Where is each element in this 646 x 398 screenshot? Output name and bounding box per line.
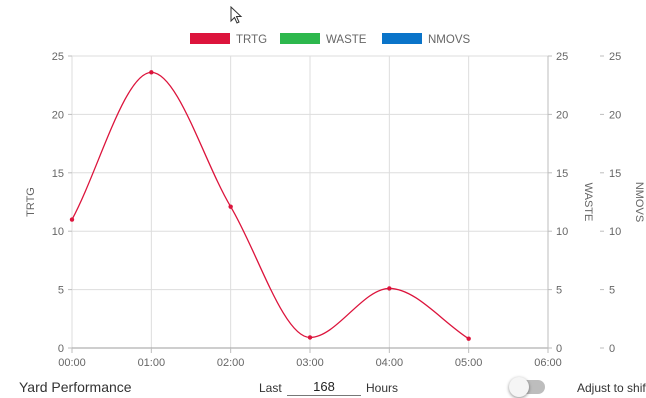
legend-label[interactable]: TRTG xyxy=(236,34,267,46)
chart-axes: 00:00 01:00 02:00 03:00 04:00 05:00 06:00 0 5 10 1… xyxy=(25,51,645,369)
chart-footer: Yard Performance Last Hours Adjust to sh… xyxy=(0,372,646,398)
x-tick-label: 06:00 xyxy=(534,357,562,369)
legend-label[interactable]: NMOVS xyxy=(428,34,471,46)
legend-swatch[interactable] xyxy=(190,33,230,44)
y-left-tick-label: 25 xyxy=(52,51,64,63)
data-point[interactable] xyxy=(149,70,154,75)
toggle-knob[interactable] xyxy=(509,377,529,397)
y-right1-tick-label: 0 xyxy=(556,343,562,355)
y-left-tick-label: 15 xyxy=(52,168,64,180)
y-left-tick-label: 20 xyxy=(52,109,64,121)
chart-title: Yard Performance xyxy=(19,379,132,395)
y-right2-tick-label: 10 xyxy=(609,226,621,238)
y-left-tick-label: 5 xyxy=(58,285,64,297)
last-label: Last xyxy=(259,381,282,395)
y-right1-tick-label: 10 xyxy=(556,226,568,238)
y-left-tick-label: 0 xyxy=(58,343,64,355)
x-tick-label: 05:00 xyxy=(455,357,483,369)
legend-swatch[interactable] xyxy=(280,33,320,44)
y-left-axis-title: TRTG xyxy=(25,187,37,217)
y-right1-tick-label: 5 xyxy=(556,285,562,297)
data-point[interactable] xyxy=(387,286,392,291)
y-right1-tick-label: 20 xyxy=(556,109,568,121)
x-tick-label: 02:00 xyxy=(217,357,245,369)
x-tick-label: 03:00 xyxy=(296,357,324,369)
adjust-to-shift-label: Adjust to shift xyxy=(577,381,646,395)
data-point[interactable] xyxy=(69,217,75,222)
y-right1-tick-label: 25 xyxy=(556,51,568,63)
mouse-cursor-icon xyxy=(230,6,243,24)
series-line xyxy=(71,71,470,340)
y-right1-tick-label: 15 xyxy=(556,168,568,180)
y-right2-tick-label: 15 xyxy=(609,168,621,180)
performance-chart: TRTG WASTE NMOVS 00:00 01:00 02:00 03:00 04:00… xyxy=(25,33,645,369)
x-tick-label: 04:00 xyxy=(376,357,404,369)
chart-grid xyxy=(71,55,549,349)
hours-input[interactable] xyxy=(287,377,361,396)
data-point[interactable] xyxy=(228,204,233,209)
chart-series xyxy=(69,70,471,341)
y-right2-tick-label: 0 xyxy=(609,343,615,355)
y-right2-tick-label: 5 xyxy=(609,285,615,297)
legend-swatch[interactable] xyxy=(382,33,422,44)
y-right2-tick-label: 20 xyxy=(609,109,621,121)
data-point[interactable] xyxy=(307,335,313,340)
y-right2-tick-label: 25 xyxy=(609,51,621,63)
y-left-tick-label: 10 xyxy=(52,226,64,238)
legend-label[interactable]: WASTE xyxy=(326,34,367,46)
y-right2-axis-title: NMOVS xyxy=(633,182,645,222)
adjust-to-shift-toggle[interactable] xyxy=(509,377,545,397)
data-point[interactable] xyxy=(466,336,471,341)
x-tick-label: 00:00 xyxy=(58,357,86,369)
chart-legend: TRTG WASTE NMOVS xyxy=(190,33,471,46)
y-right1-axis-title: WASTE xyxy=(582,183,594,222)
x-tick-label: 01:00 xyxy=(138,357,166,369)
hours-label: Hours xyxy=(366,381,399,395)
